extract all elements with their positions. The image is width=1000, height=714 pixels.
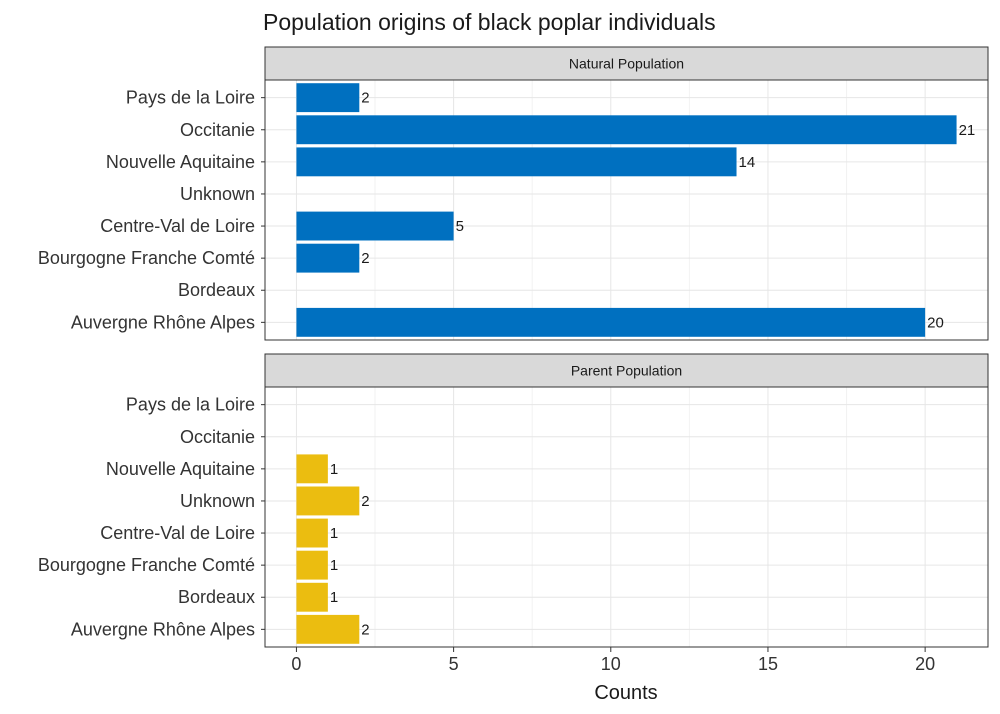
y-tick-label: Unknown (180, 491, 255, 511)
y-tick-label: Pays de la Loire (126, 395, 255, 415)
bar-value-label: 1 (330, 461, 338, 478)
facet-natural-population: Natural Population 2 21 14 5 2 20 Pays de la Lo… (38, 46, 989, 341)
bar-value-label: 1 (330, 525, 338, 542)
y-tick-label: Bourgogne Franche Comté (38, 248, 255, 268)
y-tick-label: Centre-Val de Loire (100, 216, 255, 236)
y-tick-label: Bourgogne Franche Comté (38, 555, 255, 575)
x-tick-label: 15 (758, 654, 778, 674)
bar (296, 307, 926, 337)
y-tick-label: Bordeaux (178, 587, 255, 607)
y-tick-label: Nouvelle Aquitaine (106, 459, 255, 479)
y-tick-label: Nouvelle Aquitaine (106, 152, 255, 172)
x-tick-label: 10 (601, 654, 621, 674)
y-tick-label: Auvergne Rhône Alpes (71, 619, 255, 639)
bar-value-label: 2 (361, 493, 369, 510)
bar (296, 518, 328, 548)
x-tick-label: 20 (915, 654, 935, 674)
bar-value-label: 1 (330, 589, 338, 606)
bar-value-label: 5 (456, 218, 464, 235)
y-tick-label: Pays de la Loire (126, 88, 255, 108)
facet-strip-label: Parent Population (571, 363, 682, 379)
bar (296, 83, 360, 113)
bar-value-label: 20 (927, 314, 944, 331)
bar-value-label: 21 (959, 122, 976, 139)
bar (296, 147, 737, 177)
facet-strip (264, 46, 989, 81)
bar (296, 550, 328, 580)
x-axis: 0 5 10 15 20 (291, 647, 935, 674)
y-tick-label: Auvergne Rhône Alpes (71, 312, 255, 332)
chart-title: Population origins of black poplar indiv… (263, 9, 716, 35)
panel-border (264, 386, 989, 648)
y-tick-label: Occitanie (180, 427, 255, 447)
bar-value-label: 2 (361, 621, 369, 638)
bar (296, 454, 328, 484)
bar-value-label: 1 (330, 557, 338, 574)
bar (296, 486, 360, 516)
panel-border (264, 79, 989, 341)
facet-strip-label: Natural Population (569, 56, 684, 72)
panel-background (265, 387, 988, 647)
bar-value-label: 2 (361, 90, 369, 107)
y-tick-label: Centre-Val de Loire (100, 523, 255, 543)
bar (296, 582, 328, 612)
y-tick-label: Occitanie (180, 120, 255, 140)
bar-value-label: 14 (739, 154, 756, 171)
bar-value-label: 2 (361, 250, 369, 267)
bar (296, 614, 360, 644)
y-tick-label: Unknown (180, 184, 255, 204)
y-tick-label: Bordeaux (178, 280, 255, 300)
facet-parent-population: Parent Population 1 2 1 1 1 2 Pays de la Loire O… (38, 353, 989, 648)
x-tick-label: 5 (449, 654, 459, 674)
bar (296, 243, 360, 273)
bar (296, 115, 957, 145)
x-axis-label: Counts (594, 682, 657, 704)
bar (296, 211, 454, 241)
x-tick-label: 0 (291, 654, 301, 674)
